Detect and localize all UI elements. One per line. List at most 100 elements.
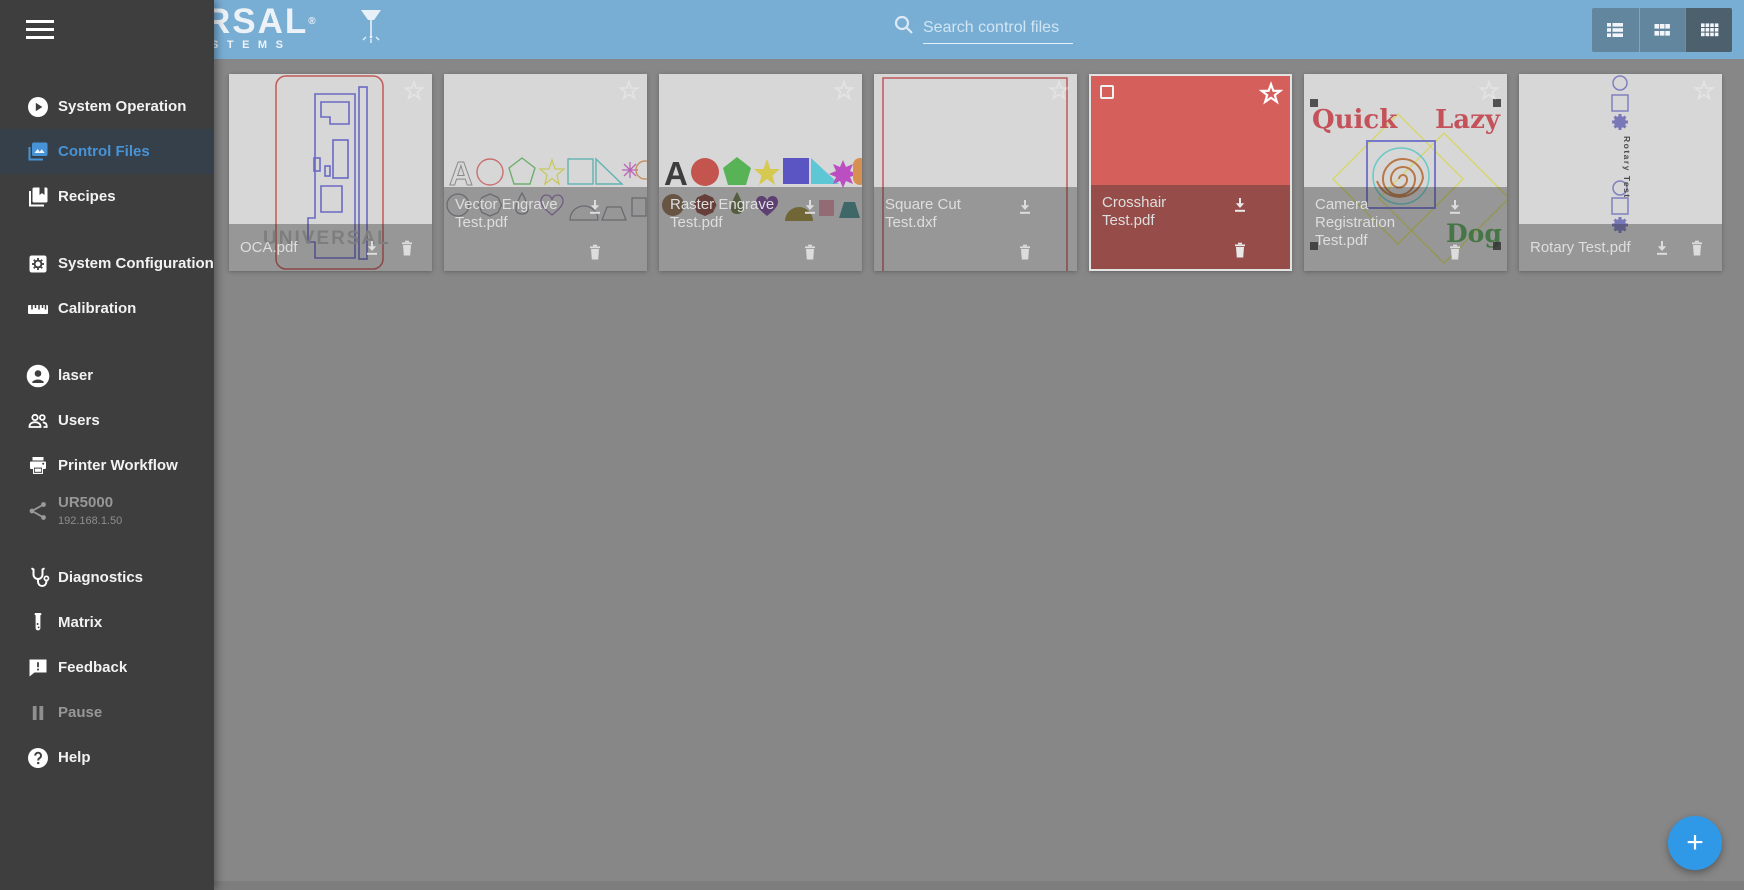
sidebar-item-system-operation[interactable]: System Operation <box>0 84 214 129</box>
view-toggle-group <box>1592 8 1732 52</box>
camera-registration-thumbnail: Quick Lazy Dog <box>1310 99 1507 265</box>
trash-icon[interactable] <box>585 242 605 262</box>
file-card-camera-registration[interactable]: Quick Lazy Dog Camera Registration Test.… <box>1304 74 1507 271</box>
trash-icon[interactable] <box>1015 242 1035 262</box>
users-icon <box>28 413 48 428</box>
favorite-star-icon[interactable] <box>1692 79 1716 103</box>
file-name: Vector Engrave Test.pdf <box>455 196 558 231</box>
file-name: Raster Engrave Test.pdf <box>670 196 775 231</box>
printer-icon <box>30 456 46 474</box>
sidebar-item-recipes[interactable]: Recipes <box>0 174 214 219</box>
sidebar-item-calibration[interactable]: Calibration <box>0 286 214 331</box>
feedback-bubble-icon <box>29 659 47 676</box>
list-view-icon <box>1607 23 1624 37</box>
search-input[interactable] <box>923 12 1073 44</box>
file-name: Rotary Test.pdf <box>1530 238 1631 256</box>
oca-watermark-text: UNIVERSAL <box>263 228 391 249</box>
sidebar-item-label: Help <box>58 749 91 766</box>
file-card-square-cut[interactable]: Square Cut Test.dxf <box>874 74 1077 271</box>
sidebar-item-label: UR5000 192.168.1.50 <box>58 493 123 527</box>
file-name: Square Cut Test.dxf <box>885 196 961 231</box>
sidebar-item-ur5000: UR5000 192.168.1.50 <box>0 488 214 533</box>
sidebar-item-feedback[interactable]: Feedback <box>0 645 214 690</box>
camera-dog-text: Dog <box>1446 219 1502 248</box>
top-app-bar: UNIVERSAL® LASER SYSTEMS <box>0 0 1744 59</box>
shape-letter-a: A <box>664 155 688 192</box>
download-icon[interactable] <box>1015 197 1035 217</box>
sidebar-item-pause: Pause <box>0 690 214 735</box>
trash-icon[interactable] <box>1230 240 1250 260</box>
sidebar-item-label: Users <box>58 412 100 429</box>
sidebar-item-help[interactable]: Help <box>0 735 214 780</box>
file-name: Camera Registration Test.pdf <box>1315 196 1396 249</box>
test-tube-icon <box>34 612 42 630</box>
favorite-star-icon[interactable] <box>1477 79 1501 103</box>
list-view-button[interactable] <box>1592 8 1639 52</box>
card-footer: OCA.pdf <box>229 224 432 271</box>
favorite-star-icon[interactable] <box>1258 81 1284 107</box>
oca-thumbnail: UNIVERSAL <box>263 75 391 270</box>
file-card-rotary[interactable]: Rotary Test Rotary Test.pdf <box>1519 74 1722 271</box>
sidebar-item-label: Recipes <box>58 188 116 205</box>
download-icon[interactable] <box>362 238 382 258</box>
menu-hamburger-button[interactable] <box>26 20 54 40</box>
sidebar-item-laser-account[interactable]: laser <box>0 353 214 398</box>
rotary-vertical-text: Rotary Test <box>1622 136 1632 199</box>
scroll-track <box>214 881 1744 890</box>
download-icon[interactable] <box>1445 197 1465 217</box>
card-footer: Vector Engrave Test.pdf <box>444 187 647 271</box>
file-name: OCA.pdf <box>240 238 298 256</box>
photo-library-icon <box>28 142 48 160</box>
sidebar-item-diagnostics[interactable]: Diagnostics <box>0 555 214 600</box>
sidebar-item-printer-workflow[interactable]: Printer Workflow <box>0 443 214 488</box>
ruler-icon <box>28 304 48 314</box>
file-name: Crosshair Test.pdf <box>1102 194 1167 229</box>
sidebar-item-system-configuration[interactable]: System Configuration <box>0 241 214 286</box>
shape-letter-a: A <box>449 155 473 192</box>
sidebar-item-control-files[interactable]: Control Files <box>0 129 214 174</box>
add-file-fab[interactable]: + <box>1668 816 1722 870</box>
file-card-raster-engrave[interactable]: A Raster Engrave Test.pdf <box>659 74 862 271</box>
sidebar-item-label: Feedback <box>58 659 128 676</box>
favorite-star-icon[interactable] <box>617 79 641 103</box>
vector-engrave-thumbnail: A <box>446 155 647 221</box>
download-icon[interactable] <box>800 197 820 217</box>
sidebar-item-matrix[interactable]: Matrix <box>0 600 214 645</box>
favorite-star-icon[interactable] <box>1047 79 1071 103</box>
favorite-star-icon[interactable] <box>402 79 426 103</box>
pause-icon <box>32 705 44 720</box>
download-icon[interactable] <box>1230 195 1250 215</box>
camera-quick-text: Quick <box>1312 105 1398 135</box>
module-view-icon <box>1654 24 1671 36</box>
search-bar <box>893 12 1073 44</box>
comfy-view-icon <box>1700 23 1719 37</box>
navigation-drawer: System Operation Control Files Recipes <box>0 0 214 890</box>
sidebar-item-label: System Operation <box>58 98 187 115</box>
download-icon[interactable] <box>585 197 605 217</box>
download-icon[interactable] <box>1652 238 1672 258</box>
square-cut-thumbnail <box>882 77 1068 271</box>
trash-icon[interactable] <box>397 238 417 258</box>
trash-icon[interactable] <box>1445 242 1465 262</box>
trash-icon[interactable] <box>800 242 820 262</box>
file-card-crosshair[interactable]: Crosshair Test.pdf <box>1089 74 1292 271</box>
settings-gear-icon <box>29 255 47 272</box>
sidebar-item-label: Printer Workflow <box>58 457 178 474</box>
sidebar-item-sublabel: 192.168.1.50 <box>58 514 123 527</box>
card-footer: Crosshair Test.pdf <box>1091 185 1290 269</box>
sidebar-item-label: System Configuration <box>58 255 214 272</box>
module-view-button[interactable] <box>1638 8 1686 52</box>
favorite-star-icon[interactable] <box>832 79 856 103</box>
raster-engrave-thumbnail: A <box>662 155 862 221</box>
trash-icon[interactable] <box>1687 238 1707 258</box>
card-footer: Camera Registration Test.pdf <box>1304 187 1507 271</box>
search-icon <box>894 15 913 34</box>
file-card-vector-engrave[interactable]: A Vector Engrave Test.pdf <box>444 74 647 271</box>
sidebar-item-label: Pause <box>58 704 103 721</box>
selection-checkbox[interactable] <box>1100 85 1114 99</box>
comfy-view-button[interactable] <box>1685 8 1732 52</box>
sidebar-item-users[interactable]: Users <box>0 398 214 443</box>
file-card-oca[interactable]: UNIVERSAL OCA.pdf <box>229 74 432 271</box>
camera-lazy-text: Lazy <box>1435 105 1501 135</box>
